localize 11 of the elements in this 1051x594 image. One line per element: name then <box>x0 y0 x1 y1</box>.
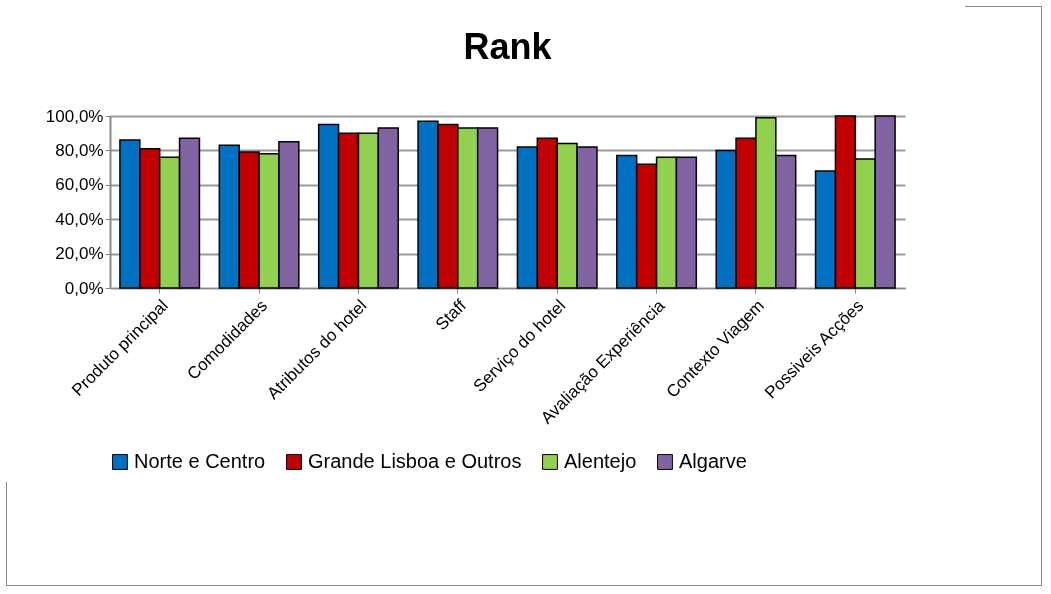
legend-label: Grande Lisboa e Outros <box>308 450 522 472</box>
legend-label: Algarve <box>679 450 747 472</box>
y-tick-label: 60,0% <box>55 175 104 195</box>
y-tick-label: 40,0% <box>55 209 104 229</box>
y-tick-label: 80,0% <box>55 140 104 160</box>
legend-label: Alentejo <box>564 450 637 472</box>
y-tick-label: 0,0% <box>64 278 104 298</box>
legend-label: Norte e Centro <box>134 450 266 472</box>
y-tick-label: 20,0% <box>55 244 104 264</box>
y-tick-label: 100,0% <box>45 106 104 126</box>
chart-title: Rank <box>463 26 553 67</box>
